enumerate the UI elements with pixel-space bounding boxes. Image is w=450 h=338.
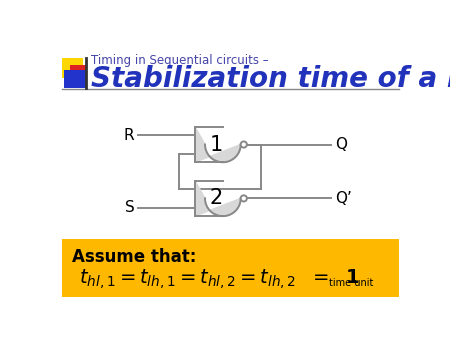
Text: $t_{hl,1} = t_{lh,1} = t_{hl,2} = t_{lh,2}\ \ =\ \ \mathbf{1}$: $t_{hl,1} = t_{lh,1} = t_{hl,2} = t_{lh,… [79, 267, 359, 291]
Text: Timing in Sequential circuits –: Timing in Sequential circuits – [91, 54, 269, 67]
Text: R: R [124, 128, 135, 143]
Circle shape [241, 195, 247, 201]
Text: time unit: time unit [329, 278, 374, 288]
FancyBboxPatch shape [64, 70, 86, 88]
Text: 2: 2 [209, 188, 222, 209]
Polygon shape [195, 127, 241, 162]
Text: Stabilization time of a latch: Stabilization time of a latch [91, 65, 450, 93]
Text: S: S [125, 200, 135, 215]
Polygon shape [195, 181, 241, 216]
Text: Q’: Q’ [335, 191, 352, 206]
FancyBboxPatch shape [63, 57, 83, 77]
Text: Assume that:: Assume that: [72, 248, 196, 266]
Text: 1: 1 [209, 135, 222, 154]
FancyBboxPatch shape [63, 239, 399, 297]
Text: Q: Q [335, 137, 347, 152]
Circle shape [241, 141, 247, 148]
FancyBboxPatch shape [70, 65, 86, 80]
